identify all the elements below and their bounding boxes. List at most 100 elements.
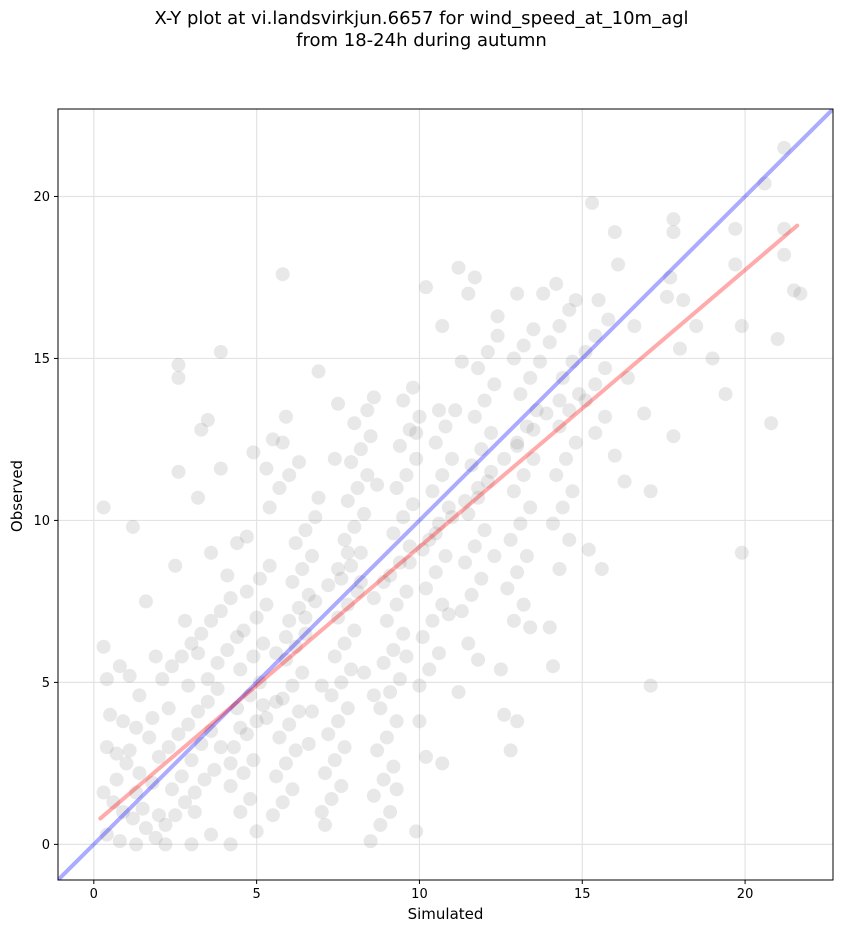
data-point — [259, 461, 274, 476]
data-point — [239, 529, 254, 544]
data-point — [510, 565, 525, 580]
data-point — [272, 481, 287, 496]
data-point — [314, 678, 329, 693]
data-point — [467, 409, 482, 424]
data-point — [269, 694, 284, 709]
data-point — [757, 176, 772, 191]
data-point — [399, 584, 414, 599]
data-point — [285, 678, 300, 693]
data-point — [572, 387, 587, 402]
data-point — [125, 519, 140, 534]
data-point — [663, 270, 678, 285]
data-point — [383, 685, 398, 700]
data-point — [275, 691, 290, 706]
data-point — [643, 484, 658, 499]
data-point — [246, 445, 261, 460]
data-point — [132, 766, 147, 781]
data-point — [109, 746, 124, 761]
data-point — [510, 714, 525, 729]
one-to-one-line — [58, 109, 833, 880]
data-point — [428, 565, 443, 580]
data-point — [728, 257, 743, 272]
data-point — [659, 289, 674, 304]
data-point — [392, 438, 407, 453]
data-point — [295, 665, 310, 680]
data-point — [666, 429, 681, 444]
data-point — [637, 406, 652, 421]
data-point — [376, 772, 391, 787]
y-tick-label: 5 — [42, 676, 50, 691]
data-point — [445, 451, 460, 466]
data-point — [519, 419, 534, 434]
data-point — [125, 811, 140, 826]
data-point — [396, 510, 411, 525]
data-point — [454, 354, 469, 369]
data-point — [158, 817, 173, 832]
data-point — [275, 267, 290, 282]
data-point — [435, 597, 450, 612]
data-point — [786, 283, 801, 298]
data-point — [510, 286, 525, 301]
data-point — [285, 782, 300, 797]
data-point — [458, 555, 473, 570]
data-point — [278, 630, 293, 645]
data-point — [523, 620, 538, 635]
data-point — [425, 484, 440, 499]
data-point — [529, 403, 544, 418]
data-point — [480, 474, 495, 489]
data-point — [474, 442, 489, 457]
data-point — [288, 536, 303, 551]
data-point — [431, 516, 446, 531]
data-point — [523, 500, 538, 515]
data-point — [164, 782, 179, 797]
data-point — [552, 562, 567, 577]
data-point — [392, 555, 407, 570]
data-point — [611, 257, 626, 272]
data-point — [793, 286, 808, 301]
data-point — [402, 539, 417, 554]
data-point — [471, 490, 486, 505]
data-point — [210, 655, 225, 670]
x-tick-label: 5 — [252, 887, 260, 902]
data-point — [451, 685, 466, 700]
data-point — [96, 500, 111, 515]
data-point — [480, 344, 495, 359]
data-point — [278, 409, 293, 424]
data-point — [578, 393, 593, 408]
data-point — [581, 542, 596, 557]
data-point — [620, 370, 635, 385]
data-point — [441, 500, 456, 515]
data-point — [177, 795, 192, 810]
data-point — [777, 221, 792, 236]
data-point — [588, 328, 603, 343]
data-point — [376, 655, 391, 670]
data-point — [536, 286, 551, 301]
data-point — [191, 646, 206, 661]
data-point — [230, 536, 245, 551]
data-point — [435, 756, 450, 771]
data-point — [252, 571, 267, 586]
data-point — [516, 338, 531, 353]
data-point — [562, 532, 577, 547]
data-point — [402, 422, 417, 437]
data-point — [99, 740, 114, 755]
data-point — [337, 636, 352, 651]
data-point — [256, 698, 271, 713]
trend-lines — [58, 109, 833, 880]
data-point — [431, 646, 446, 661]
data-point — [666, 212, 681, 227]
data-point — [347, 519, 362, 534]
data-point — [151, 749, 166, 764]
data-point — [148, 649, 163, 664]
data-point — [184, 636, 199, 651]
data-point — [106, 795, 121, 810]
data-point — [386, 526, 401, 541]
data-point — [562, 302, 577, 317]
data-point — [318, 766, 333, 781]
data-point — [194, 422, 209, 437]
data-point — [275, 435, 290, 450]
data-point — [142, 730, 157, 745]
data-point — [484, 464, 499, 479]
data-point — [542, 335, 557, 350]
